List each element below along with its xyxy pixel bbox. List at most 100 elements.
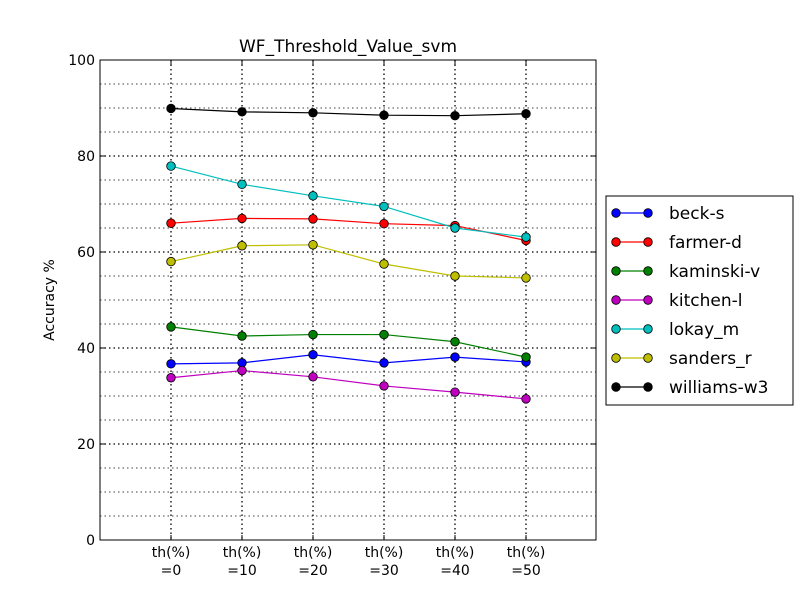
series-kaminski-v	[166, 322, 531, 362]
data-point	[308, 329, 318, 340]
series-lokay_m	[166, 161, 531, 242]
legend-label: williams-w3	[669, 378, 769, 398]
data-point	[521, 232, 531, 242]
legend-marker	[611, 266, 621, 276]
y-axis-label: Accuracy %	[42, 259, 58, 341]
data-point	[450, 271, 460, 281]
data-point	[379, 329, 389, 340]
x-tick-label: th(%) =50	[507, 545, 546, 579]
data-point	[166, 218, 176, 228]
y-tick-label: 100	[68, 53, 95, 69]
series-line	[170, 369, 527, 400]
data-point	[379, 218, 389, 229]
x-tick-label: th(%) =30	[365, 545, 404, 579]
legend-label: kitchen-l	[669, 291, 742, 311]
data-point	[166, 161, 176, 171]
x-tick-label: th(%) =10	[223, 545, 262, 579]
legend-marker	[611, 324, 621, 334]
legend-entry: kitchen-l	[611, 291, 742, 311]
data-point	[379, 381, 389, 391]
y-tick-label: 60	[77, 245, 95, 261]
legend-marker	[611, 208, 621, 218]
data-point	[379, 110, 389, 120]
data-point	[308, 191, 318, 201]
data-point	[166, 373, 176, 383]
data-point	[166, 359, 176, 369]
legend-label: sanders_r	[669, 349, 752, 369]
data-point	[450, 337, 460, 347]
legend-marker	[643, 382, 653, 392]
data-point	[379, 201, 389, 212]
legend-entry: beck-s	[611, 204, 725, 224]
legend-marker	[611, 295, 621, 305]
series-layer	[166, 103, 531, 404]
series-line	[170, 165, 527, 238]
data-point	[237, 213, 247, 224]
legend-label: farmer-d	[669, 233, 742, 253]
data-point	[521, 109, 531, 119]
data-point	[521, 273, 531, 283]
data-point	[237, 331, 247, 341]
data-point	[308, 214, 318, 224]
series-farmer-d	[166, 213, 531, 246]
legend-marker	[643, 353, 653, 363]
data-point	[237, 241, 247, 251]
data-point	[308, 350, 318, 360]
legend-label: lokay_m	[669, 320, 739, 340]
legend-label: beck-s	[669, 204, 725, 224]
data-point	[166, 256, 176, 267]
data-point	[521, 352, 531, 362]
data-point	[521, 394, 531, 404]
x-tick-label: th(%) =20	[294, 545, 333, 579]
series-line	[170, 326, 527, 358]
data-point	[166, 103, 176, 114]
data-point	[308, 372, 318, 382]
legend-marker	[611, 382, 621, 392]
y-tick-label: 80	[77, 149, 95, 165]
y-tick-label: 20	[77, 437, 95, 453]
legend-marker	[643, 237, 653, 247]
series-beck-s	[166, 350, 531, 369]
data-point	[379, 259, 389, 269]
chart-title: WF_Threshold_Value_svm	[239, 37, 457, 57]
legend-marker	[643, 295, 653, 305]
legend-entry: williams-w3	[611, 378, 769, 398]
grid-layer	[100, 60, 596, 540]
legend-marker	[643, 266, 653, 276]
series-line	[170, 354, 527, 365]
data-point	[166, 322, 176, 332]
x-tick-label: th(%) =0	[152, 545, 191, 579]
legend-entry: farmer-d	[611, 233, 742, 253]
data-point	[237, 179, 247, 190]
series-williams-w3	[166, 103, 531, 121]
y-tick-label: 0	[86, 533, 95, 549]
legend-entry: sanders_r	[611, 349, 752, 369]
tick-layer: 0 20 40 60 80 100 th(%) =0 th(%) =10 th(%) =20 th(%)…	[68, 53, 596, 579]
legend-marker	[611, 353, 621, 363]
data-point	[379, 358, 389, 368]
data-point	[450, 387, 460, 397]
data-point	[237, 107, 247, 117]
legend-entry: lokay_m	[611, 320, 739, 340]
data-point	[237, 365, 247, 376]
y-tick-label: 40	[77, 341, 95, 357]
legend-label: kaminski-v	[669, 262, 760, 282]
x-tick-label: th(%) =40	[436, 545, 475, 579]
data-point	[450, 352, 460, 362]
legend-marker	[643, 208, 653, 218]
series-line	[170, 244, 527, 279]
legend: beck-s farmer-d kaminski-v kitchen-l lokay_m…	[605, 195, 794, 406]
series-kitchen-l	[166, 365, 531, 404]
data-point	[450, 110, 460, 121]
legend-entry: kaminski-v	[611, 262, 760, 282]
data-point	[308, 240, 318, 250]
data-point	[450, 223, 460, 233]
series-line	[170, 217, 527, 242]
series-line	[170, 107, 527, 117]
legend-marker	[643, 324, 653, 334]
legend-marker	[611, 237, 621, 247]
series-sanders_r	[166, 240, 531, 283]
plot-frame	[99, 59, 597, 541]
data-point	[308, 108, 318, 118]
